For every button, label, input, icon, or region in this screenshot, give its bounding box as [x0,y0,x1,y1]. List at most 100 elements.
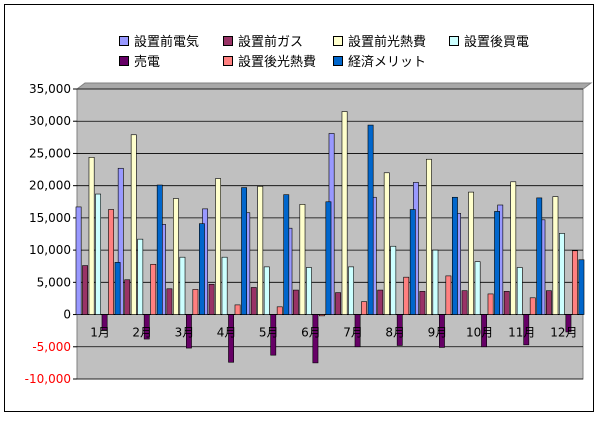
legend-item: 設置後光熱費 [223,51,316,70]
x-tick-label: 3月 [175,326,195,340]
bar [192,289,199,315]
bar [199,223,205,315]
bar [263,266,270,315]
x-tick-label: 11月 [508,326,535,340]
bar [234,304,241,315]
bar [221,256,228,315]
bar [114,262,121,315]
legend-item: 設置前ガス [223,31,303,50]
legend-label: 経済メリット [348,55,427,70]
bar [439,314,445,348]
bar [241,187,247,315]
bar [503,291,510,315]
bar [445,275,452,315]
bar [409,209,416,315]
bar [516,267,523,315]
bar [487,293,494,315]
bar [452,196,458,315]
bar [166,288,173,315]
y-tick-label: 10,000 [29,243,71,257]
bar [341,111,348,315]
bar [117,167,124,315]
bar [186,314,192,349]
legend-swatch [223,55,233,66]
legend-item: 設置後買電 [449,31,529,50]
bar [228,314,234,363]
legend-label: 設置後買電 [464,35,530,50]
bar [108,209,114,315]
bar [383,172,390,315]
bar [208,283,215,315]
legend-swatch [333,35,343,46]
bar [578,259,585,315]
bar [536,197,543,315]
bar [130,134,137,315]
bar [396,314,403,346]
legend-swatch [119,35,129,46]
bar [319,314,325,317]
bar [354,314,361,348]
bar [270,314,277,356]
legend-label: 売電 [134,55,161,70]
bar [474,261,481,315]
bar [75,206,82,315]
y-tick-label: 30,000 [29,114,71,128]
legend-label: 設置前光熱費 [348,35,427,50]
bar [293,289,299,315]
bar [572,250,578,315]
legend-swatch [333,55,343,66]
bar [481,314,487,348]
legend-item: 売電 [119,51,160,70]
x-tick-label: 4月 [217,326,237,340]
bar [143,314,150,340]
bar [390,245,397,315]
x-tick-label: 5月 [259,326,279,340]
legend-label: 設置前電気 [134,35,200,50]
y-tick-label: 25,000 [29,146,71,160]
bar [523,314,530,346]
bar [82,265,88,315]
bar [468,191,474,315]
x-tick-label: 10月 [466,326,493,340]
bar [276,306,283,315]
bar [306,267,312,315]
bar [101,314,108,331]
legend-swatch [223,35,233,46]
bar [403,276,410,315]
bar [137,238,144,315]
bar [546,290,552,315]
y-tick-label: 5,000 [37,275,71,289]
y-tick-label: 35,000 [29,82,71,96]
bar [529,297,536,315]
bar [361,301,367,315]
plot-top-edge [75,82,593,90]
bar [88,157,95,315]
chart-frame: -10,000 -5,000 0 5,000 10,000 15,000 20,000 25,… [4,4,594,412]
bar [565,314,572,333]
bar [312,314,319,364]
bar [179,256,186,315]
bar [150,263,157,315]
bar [250,287,257,315]
bar [215,178,221,315]
bar [510,181,517,315]
y-tick-label: 15,000 [29,211,71,225]
bar [377,289,384,315]
bar [173,198,179,315]
x-tick-label: 6月 [301,326,321,340]
legend-item: 経済メリット [333,51,426,70]
chart-svg: -10,000 -5,000 0 5,000 10,000 15,000 20,000 25,… [25,82,593,386]
y-tick-label: 20,000 [29,179,71,193]
bar [95,193,101,315]
x-tick-label: 7月 [343,326,363,340]
x-tick-label: 9月 [428,326,448,340]
bar [257,186,264,315]
bar [494,211,500,315]
bar [419,291,426,315]
y-tick-label: 0 [63,308,71,322]
x-tick-label: 8月 [385,326,405,340]
legend-item: 設置前電気 [119,31,199,50]
legend-swatch [119,55,129,66]
y-tick-label: -10,000 [25,372,71,386]
bar [156,184,163,315]
